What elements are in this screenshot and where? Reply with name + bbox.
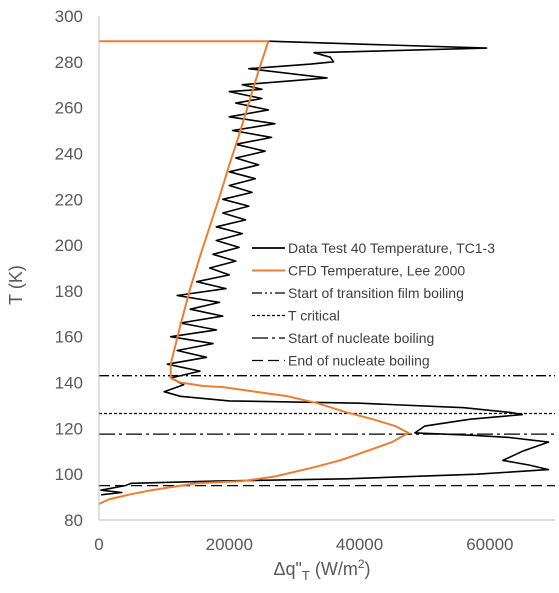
y-tick-label: 160 [55,328,83,347]
y-tick-label: 80 [64,511,83,530]
legend: Data Test 40 Temperature, TC1-3 CFD Tempe… [252,240,495,369]
legend-label: Data Test 40 Temperature, TC1-3 [288,240,495,256]
y-tick-label: 300 [55,7,83,26]
legend-label: Start of transition film boiling [288,285,464,301]
y-tick-label: 140 [55,374,83,393]
series-line-1 [100,40,550,496]
x-tick-label: 0 [94,535,103,554]
y-axis-title: T (K) [6,265,26,305]
legend-label: T critical [288,308,340,324]
legend-label: Start of nucleate boiling [288,330,434,346]
legend-label: CFD Temperature, Lee 2000 [288,263,465,279]
legend-label: End of nucleate boiling [288,353,430,369]
x-tick-label: 40000 [336,535,383,554]
series-line-2 [98,40,410,505]
series-layer [98,40,550,505]
y-tick-label: 180 [55,282,83,301]
y-tick-label: 100 [55,465,83,484]
y-tick-label: 240 [55,144,83,163]
y-tick-label: 200 [55,236,83,255]
reference-lines [99,375,555,487]
x-tick-label: 20000 [206,535,253,554]
axis-titles: T (K) Δq"T (W/m2) [6,265,371,583]
y-tick-label: 220 [55,190,83,209]
x-tick-label: 60000 [466,535,513,554]
tick-labels: 80 100 120 140 160 180 200 220 240 260 280 300 0 2000… [55,7,514,554]
y-tick-label: 260 [55,99,83,118]
x-axis-title: Δq"T (W/m2) [273,557,370,583]
axes [98,16,555,521]
y-tick-label: 280 [55,53,83,72]
y-tick-label: 120 [55,419,83,438]
